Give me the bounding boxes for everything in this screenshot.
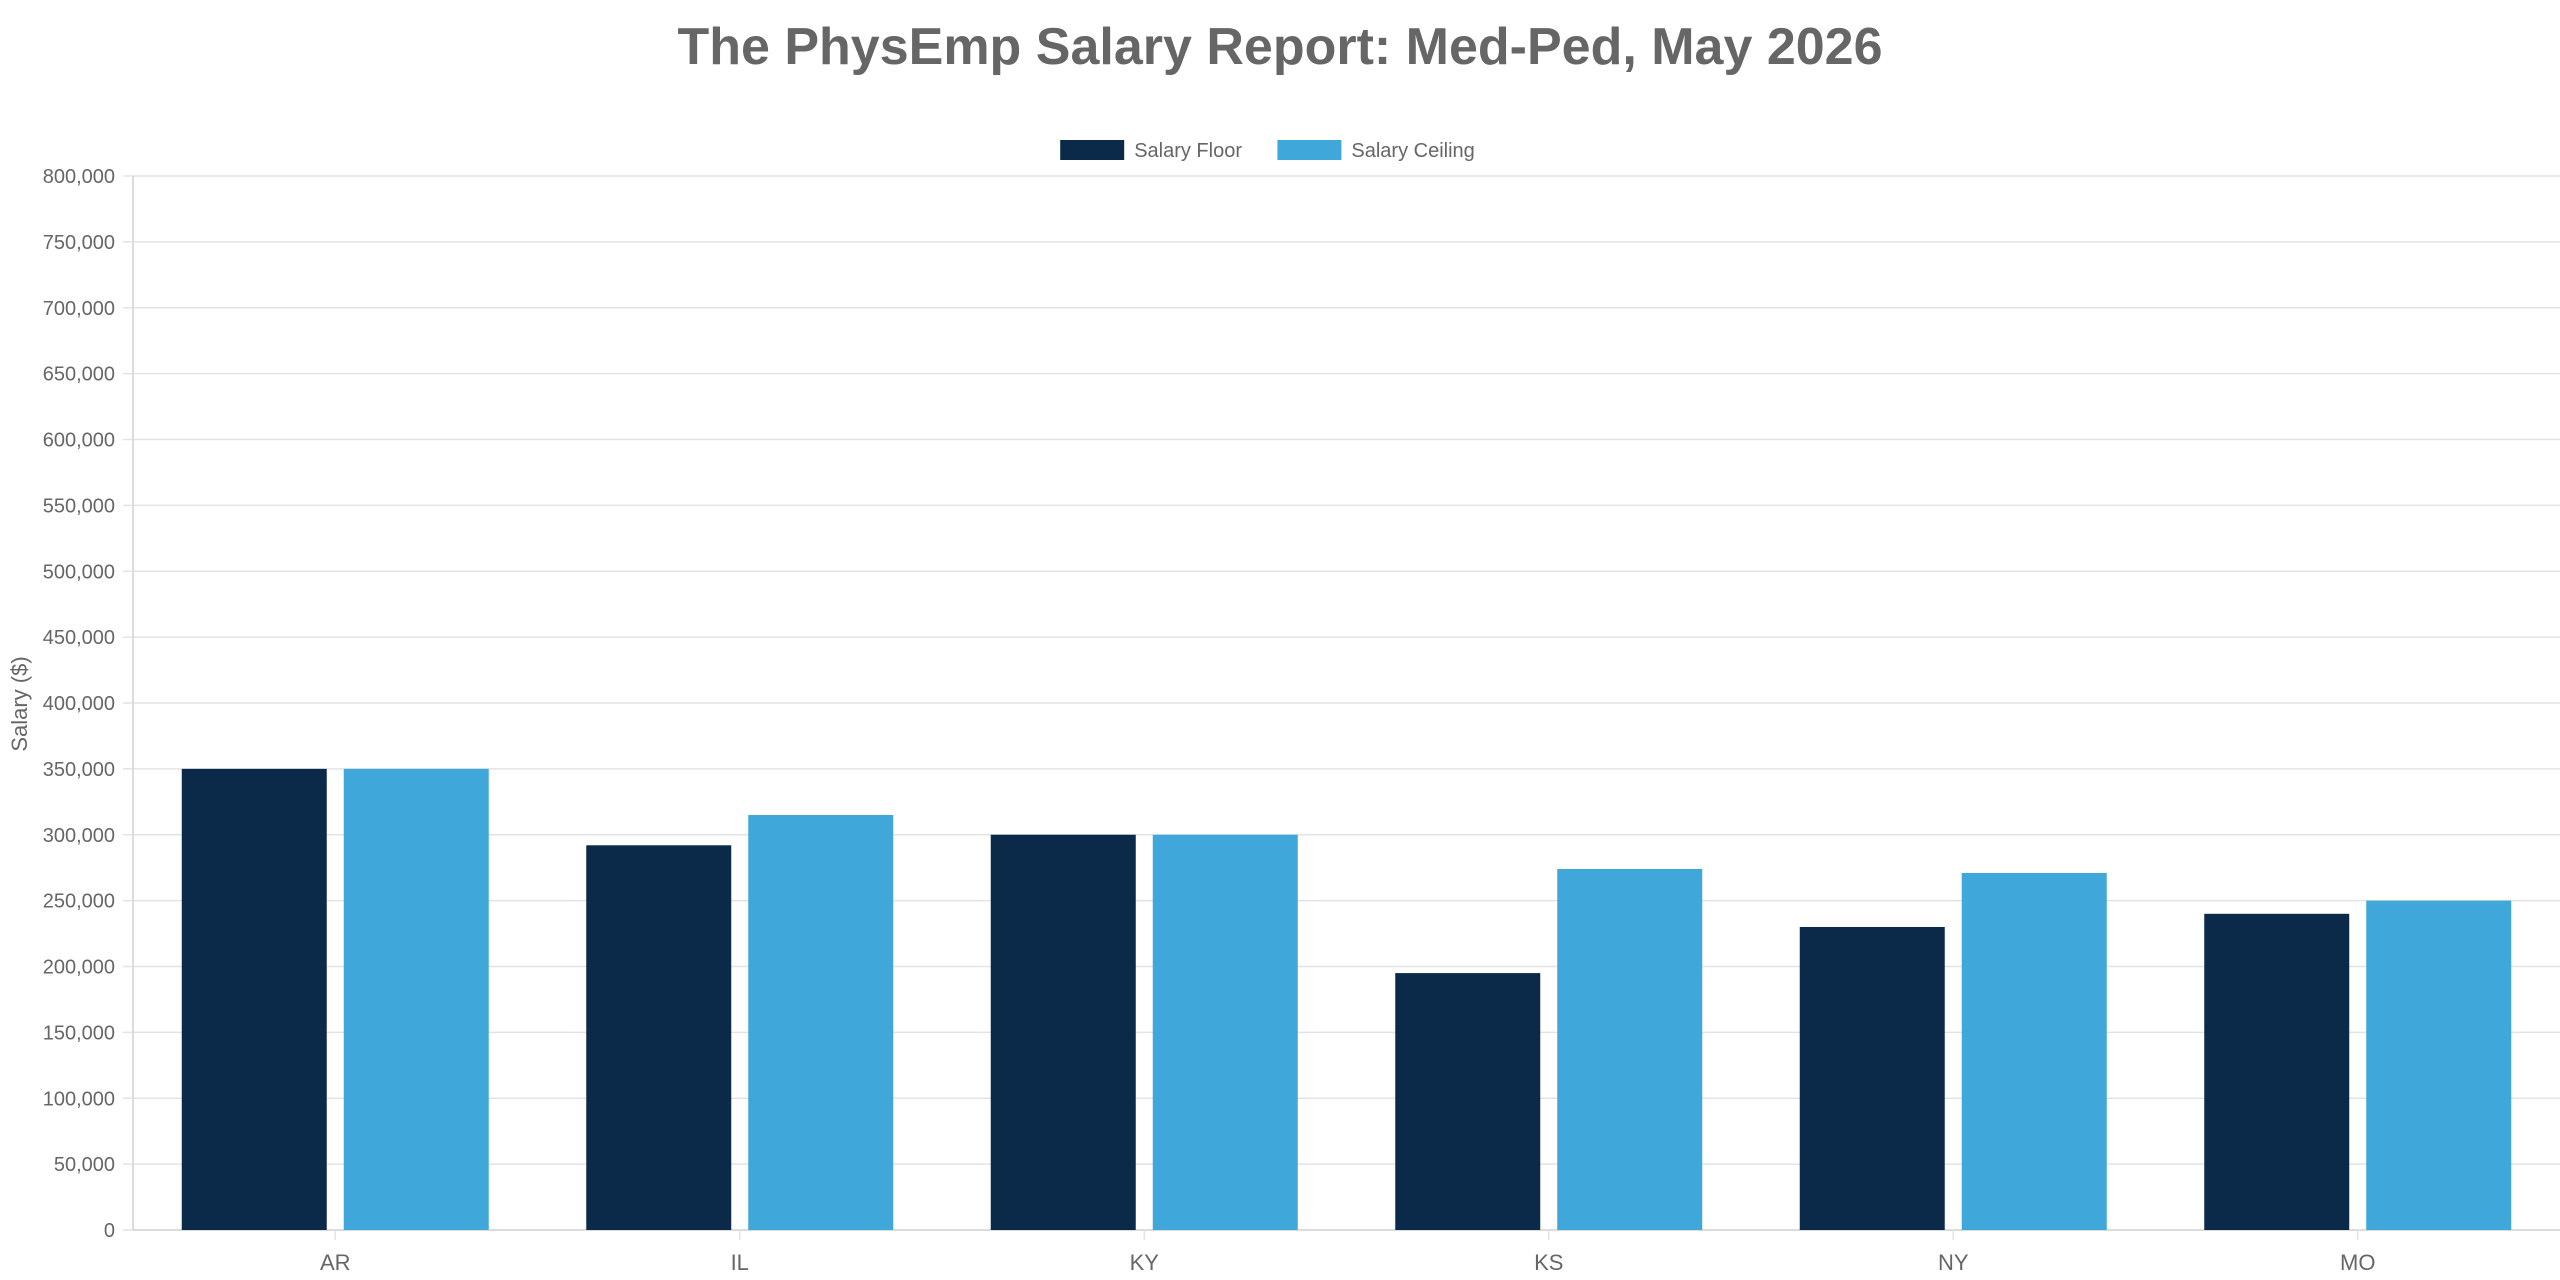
bar-salary-floor-mo [2204,913,2350,1230]
y-tick-label: 0 [104,1220,115,1242]
legend-label: Salary Floor [1134,140,1242,162]
y-tick-label: 250,000 [43,891,115,913]
y-tick-label: 800,000 [43,166,115,188]
bars [181,768,2512,1230]
bar-salary-ceiling-ny [1961,872,2107,1230]
bar-salary-ceiling-ks [1557,869,1703,1230]
y-tick-label: 500,000 [43,561,115,583]
chart-title: The PhysEmp Salary Report: Med-Ped, May … [677,18,1882,76]
y-tick-label: 750,000 [43,232,115,254]
y-tick-label: 550,000 [43,495,115,517]
y-tick-label: 350,000 [43,759,115,781]
y-tick-label: 650,000 [43,364,115,386]
y-axis-ticks: 0 50,000 100,000 150,000 200,000 250,000 300,0… [43,166,133,1242]
y-tick-label: 400,000 [43,693,115,715]
bar-salary-floor-il [586,845,732,1230]
y-tick-label: 600,000 [43,430,115,452]
bar-salary-floor-ar [181,768,327,1230]
bar-salary-floor-ny [1799,926,1945,1230]
bar-salary-floor-ks [1395,973,1541,1230]
gridlines [132,175,2560,1231]
x-tick-label: KS [1534,1250,1563,1275]
bar-salary-ceiling-ky [1152,834,1298,1230]
y-tick-label: 50,000 [54,1154,115,1176]
x-tick-label: AR [320,1250,351,1275]
x-tick-label: NY [1938,1250,1969,1275]
y-tick-label: 300,000 [43,825,115,847]
legend: Salary Floor Salary Ceiling [1060,140,1475,162]
y-tick-label: 200,000 [43,957,115,979]
x-tick-label: MO [2340,1250,2375,1275]
bar-salary-ceiling-il [748,814,894,1230]
y-tick-label: 100,000 [43,1088,115,1110]
x-tick-label: KY [1130,1250,1160,1275]
x-tick-label: IL [731,1250,749,1275]
legend-swatch-salary-ceiling [1277,140,1342,160]
legend-swatch-salary-floor [1060,140,1125,160]
bar-salary-ceiling-ar [343,768,489,1230]
bar-salary-floor-ky [990,834,1136,1230]
legend-label: Salary Ceiling [1351,140,1474,162]
bar-salary-ceiling-mo [2366,900,2512,1230]
y-axis-title: Salary ($) [7,656,32,751]
x-axis-ticks: AR IL KY KS NY MO [320,1230,2375,1275]
y-tick-label: 450,000 [43,627,115,649]
y-tick-label: 700,000 [43,298,115,320]
y-tick-label: 150,000 [43,1022,115,1044]
